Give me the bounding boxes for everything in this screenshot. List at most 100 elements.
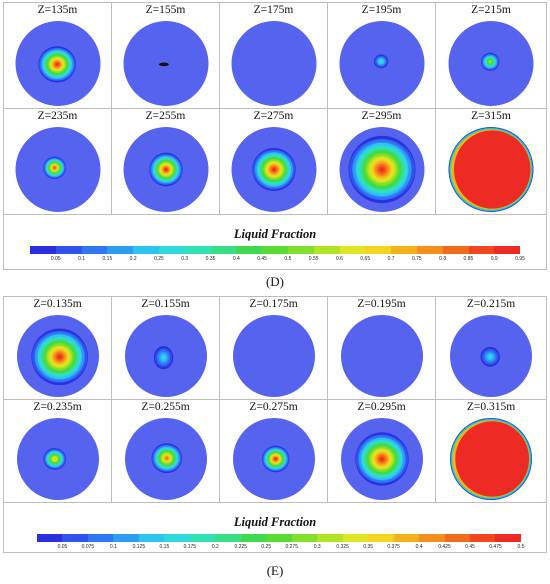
contour-plot bbox=[231, 21, 317, 106]
colorbar-tick-label: 0.425 bbox=[438, 544, 451, 550]
colorbar-tick-label: 0.9 bbox=[490, 256, 498, 262]
domain-disc bbox=[231, 21, 317, 106]
contour-band bbox=[161, 355, 166, 360]
colorbar-tick-label: 0.175 bbox=[183, 544, 197, 550]
contour-band bbox=[380, 60, 383, 63]
colorbar-tick-label: 0.275 bbox=[285, 544, 298, 550]
contour-band bbox=[274, 458, 277, 460]
colorbar-swatch bbox=[469, 534, 496, 542]
colorbar-title: Liquid Fraction bbox=[233, 515, 317, 529]
contour-band bbox=[56, 63, 59, 66]
colorbar-tick-label: 0.2 bbox=[211, 544, 219, 550]
contour-core bbox=[454, 130, 531, 209]
contour-spot bbox=[158, 62, 169, 67]
cell-title: Z=255m bbox=[145, 110, 186, 122]
colorbar-swatch bbox=[416, 246, 443, 254]
contour-plot bbox=[123, 127, 209, 212]
colorbar-ticks: 0.05 0.075 0.1 0.125 0.15 0.175 0.2 0.225 0.25 0.… bbox=[37, 544, 525, 552]
colorbar-swatch bbox=[113, 534, 139, 542]
colorbar-ticks: 0.05 0.1 0.15 0.2 0.25 0.3 0.35 0.4 0.45 0.5 0.55 0… bbox=[30, 256, 525, 264]
colorbar-tick-label: 0.15 bbox=[102, 256, 113, 262]
colorbar-swatch bbox=[495, 534, 521, 542]
colorbar-tick-label: 0.25 bbox=[261, 544, 272, 550]
contour-plot bbox=[123, 21, 209, 106]
contour-plot bbox=[231, 127, 317, 212]
cell-title: Z=0.235m bbox=[33, 401, 82, 413]
colorbar-tick-label: 0.1 bbox=[109, 544, 117, 550]
colorbar-swatch bbox=[138, 534, 165, 542]
colorbar-tick-label: 0.475 bbox=[489, 544, 502, 550]
contour-cell: Z=0.235m bbox=[4, 400, 112, 503]
colorbar-tick-label: 0.3 bbox=[313, 544, 321, 550]
cell-title: Z=0.155m bbox=[141, 298, 190, 310]
contour-cell: Z=235m bbox=[4, 109, 112, 215]
cell-title: Z=0.275m bbox=[249, 401, 298, 413]
contour-band bbox=[58, 355, 62, 359]
colorbar-tick-label: 0.225 bbox=[234, 544, 248, 550]
colorbar bbox=[37, 534, 521, 542]
contour-plot bbox=[450, 418, 532, 500]
contour-cell: Z=0.315m bbox=[436, 400, 546, 503]
colorbar-tick-label: 0.6 bbox=[335, 256, 343, 262]
colorbar-swatch bbox=[87, 534, 114, 542]
contour-band bbox=[53, 167, 56, 169]
contour-band bbox=[272, 168, 276, 171]
colorbar-swatch bbox=[30, 246, 56, 254]
colorbar-swatch bbox=[189, 534, 216, 542]
colorbar-swatch bbox=[419, 534, 445, 542]
cell-title: Z=215m bbox=[471, 4, 511, 16]
contour-cell: Z=0.215m bbox=[436, 297, 546, 400]
colorbar-swatch bbox=[494, 246, 521, 254]
contour-plot bbox=[341, 315, 423, 397]
colorbar-swatch bbox=[391, 246, 417, 254]
colorbar-swatch bbox=[393, 534, 420, 542]
cell-title: Z=195m bbox=[361, 4, 402, 16]
colorbar-tick-label: 0.8 bbox=[439, 256, 447, 262]
contour-core bbox=[455, 421, 530, 497]
colorbar-swatch bbox=[62, 534, 88, 542]
contour-band bbox=[380, 457, 384, 461]
colorbar-tick-label: 0.05 bbox=[50, 256, 61, 262]
cell-title: Z=0.295m bbox=[357, 401, 406, 413]
colorbar-tick-label: 0.85 bbox=[463, 256, 474, 262]
colorbar-swatch bbox=[107, 246, 134, 254]
domain-disc bbox=[341, 315, 423, 397]
colorbar-swatch bbox=[444, 534, 470, 542]
contour-plot bbox=[341, 418, 423, 500]
colorbar-swatch bbox=[468, 246, 495, 254]
contour-cell: Z=0.255m bbox=[112, 400, 220, 503]
colorbar-swatch bbox=[365, 246, 392, 254]
colorbar-title: Liquid Fraction bbox=[233, 227, 317, 241]
contour-band bbox=[380, 167, 384, 172]
panel-label-d: (D) bbox=[265, 274, 285, 289]
contour-band bbox=[488, 355, 492, 359]
contour-plot bbox=[448, 21, 534, 106]
colorbar-swatch bbox=[291, 534, 318, 542]
colorbar-tick-label: 0.2 bbox=[129, 256, 137, 262]
colorbar-tick-label: 0.55 bbox=[308, 256, 319, 262]
contour-plot bbox=[450, 315, 532, 397]
cell-title: Z=275m bbox=[253, 110, 294, 122]
contour-cell: Z=275m bbox=[220, 109, 328, 215]
colorbar-swatch bbox=[158, 246, 185, 254]
colorbar-swatch bbox=[313, 246, 340, 254]
colorbar-swatch bbox=[266, 534, 292, 542]
colorbar-swatch bbox=[240, 534, 267, 542]
colorbar-swatch bbox=[368, 534, 394, 542]
colorbar-swatch bbox=[133, 246, 159, 254]
contour-plot bbox=[125, 418, 207, 500]
colorbar-tick-label: 0.125 bbox=[132, 544, 146, 550]
contour-plot bbox=[339, 127, 425, 212]
colorbar bbox=[30, 246, 521, 254]
domain-disc bbox=[233, 315, 315, 397]
cell-title: Z=0.215m bbox=[466, 298, 516, 310]
colorbar-tick-label: 0.075 bbox=[81, 544, 95, 550]
contour-cell: Z=135m bbox=[4, 3, 112, 109]
colorbar-swatch bbox=[55, 246, 82, 254]
cell-title: Z=235m bbox=[37, 110, 78, 122]
colorbar-swatch bbox=[164, 534, 190, 542]
cell-title: Z=155m bbox=[145, 4, 186, 16]
colorbar-tick-label: 0.4 bbox=[232, 256, 240, 262]
colorbar-swatch bbox=[184, 246, 211, 254]
colorbar-swatch bbox=[262, 246, 288, 254]
